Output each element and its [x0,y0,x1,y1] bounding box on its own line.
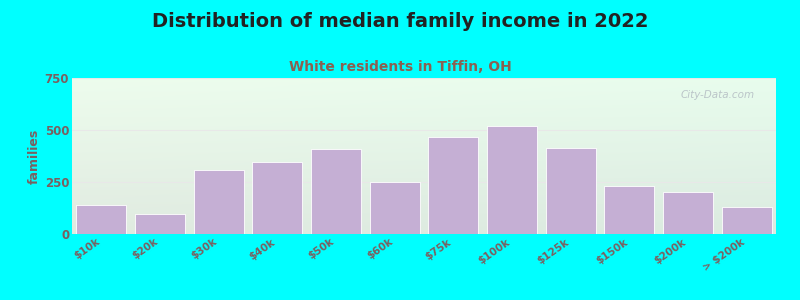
Bar [135,214,185,234]
Bar [77,205,126,234]
Bar [546,148,595,234]
Bar [429,137,478,234]
Bar [663,192,713,234]
Text: City-Data.com: City-Data.com [681,91,755,100]
Text: White residents in Tiffin, OH: White residents in Tiffin, OH [289,60,511,74]
Bar [487,126,537,234]
Text: Distribution of median family income in 2022: Distribution of median family income in … [152,12,648,31]
Y-axis label: families: families [27,128,41,184]
Bar [370,182,419,234]
Bar [605,186,654,234]
Bar [194,169,243,234]
Bar [311,149,361,234]
Bar [722,207,771,234]
Bar [253,162,302,234]
